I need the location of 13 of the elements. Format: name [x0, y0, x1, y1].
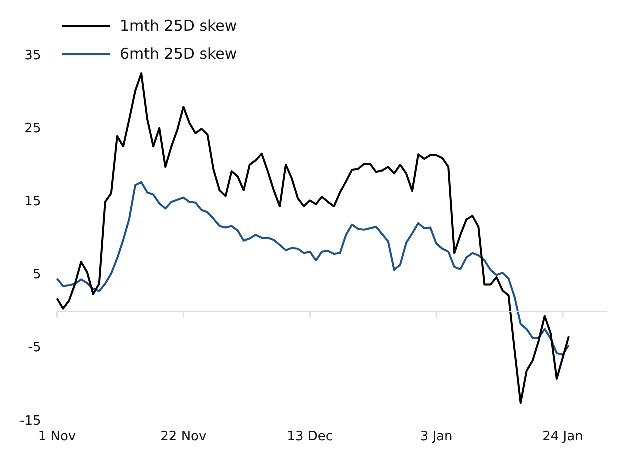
x-tick-label: 3 Jan	[420, 430, 453, 445]
legend-label: 1mth 25D skew	[120, 17, 238, 35]
y-tick-label: 15	[24, 194, 42, 210]
x-tick-label: 1 Nov	[38, 430, 76, 445]
legend-label: 6mth 25D skew	[120, 45, 238, 63]
y-tick-label: 35	[24, 48, 42, 64]
y-tick-label: -15	[20, 414, 42, 429]
x-tick-label: 13 Dec	[287, 430, 334, 445]
x-tick-label: 24 Jan	[542, 430, 584, 445]
y-tick-label: 5	[32, 268, 42, 283]
y-tick-label: 25	[24, 121, 42, 136]
x-tick-label: 22 Nov	[160, 430, 207, 445]
y-tick-label: -5	[28, 340, 42, 356]
